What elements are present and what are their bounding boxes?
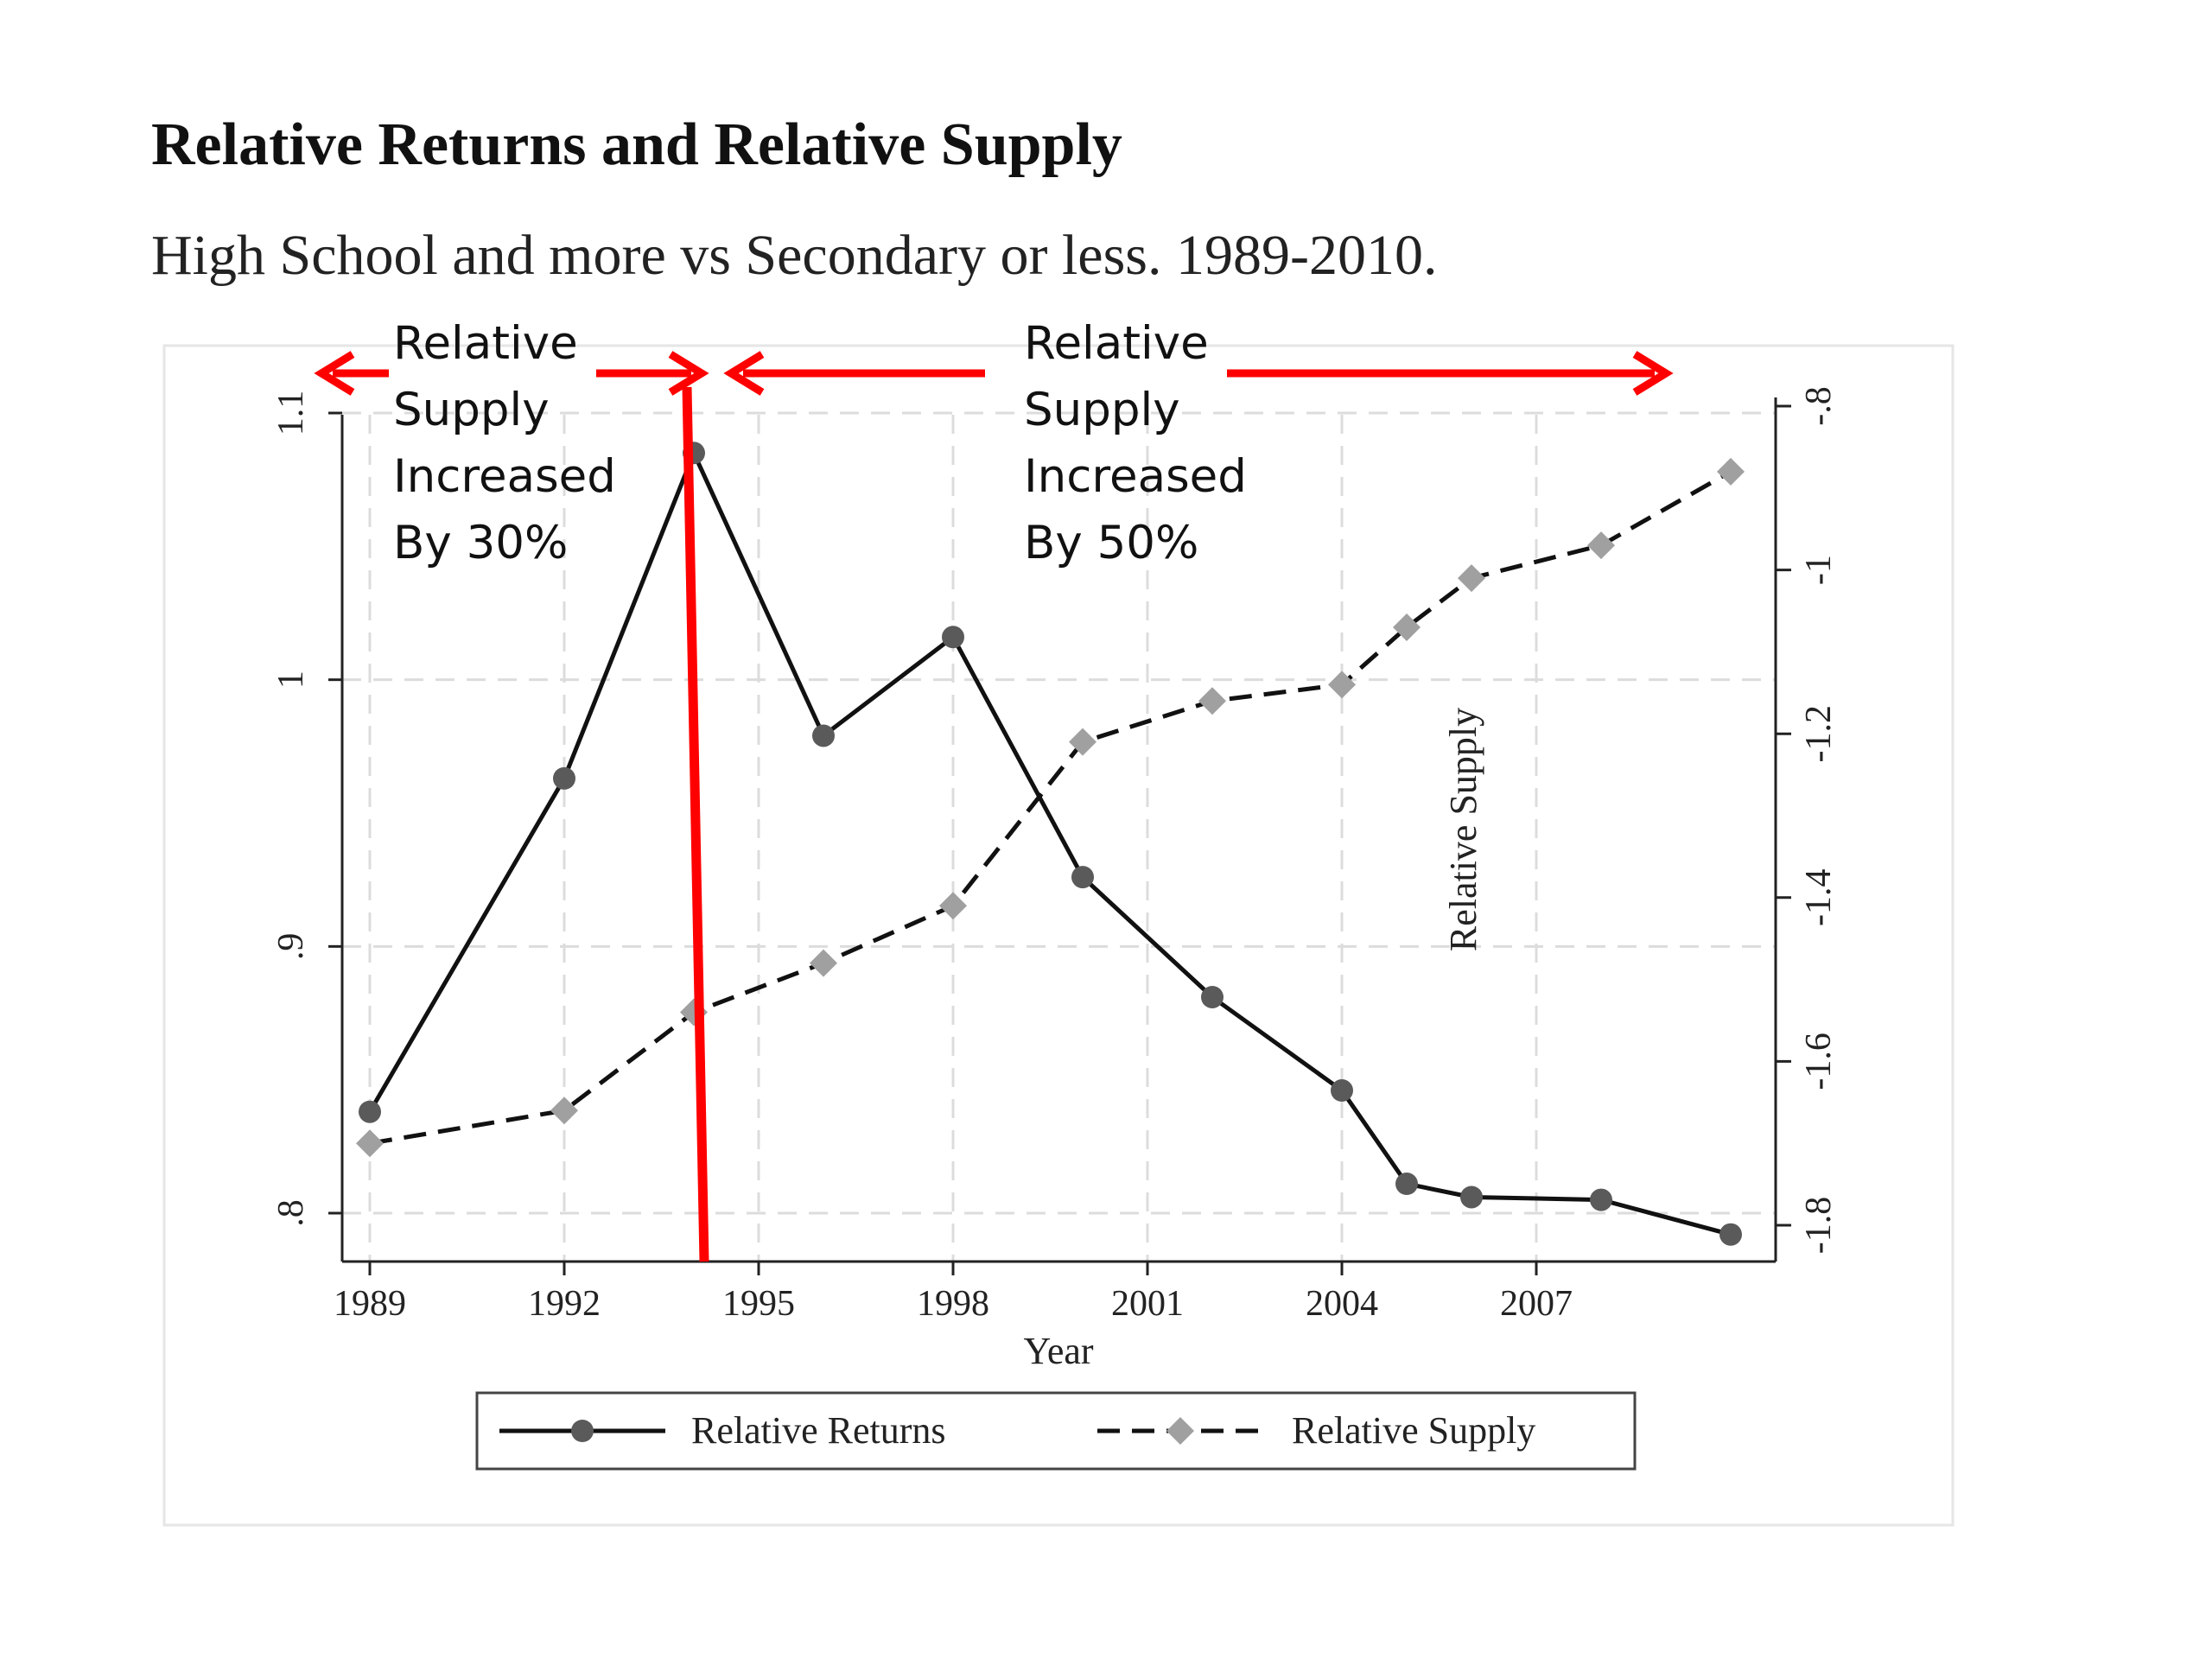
arrowhead-right-2 bbox=[1632, 351, 1674, 396]
x-axis-title: Year bbox=[1023, 1330, 1093, 1372]
annotation-arrows bbox=[314, 351, 1674, 1262]
relative-returns-point bbox=[553, 766, 575, 790]
tick-marks bbox=[328, 404, 1791, 1275]
annotation-right-line-3: Increased bbox=[1024, 450, 1247, 503]
annotation-left-line-1: Relative bbox=[393, 317, 578, 370]
relative-returns-point bbox=[942, 626, 964, 649]
relative-supply-point bbox=[1587, 531, 1615, 560]
y-tick-label-right: -1.4 bbox=[1799, 869, 1839, 927]
y-tick-label-right: -1 bbox=[1799, 555, 1839, 585]
y-tick-label-right: -1.6 bbox=[1799, 1033, 1839, 1090]
annotation-left-line-2: Supply bbox=[393, 384, 550, 436]
grid bbox=[342, 411, 1776, 1262]
arrowhead-left-2 bbox=[723, 351, 765, 396]
y-tick-label-right: -.8 bbox=[1799, 386, 1839, 426]
relative-supply-point bbox=[356, 1129, 384, 1158]
legend-supply-marker bbox=[1166, 1417, 1194, 1445]
annotation-right-line-1: Relative bbox=[1024, 317, 1209, 370]
divider-line bbox=[682, 386, 709, 1262]
chart-title: Relative Returns and Relative Supply bbox=[151, 111, 1122, 178]
relative-returns-point bbox=[359, 1100, 381, 1123]
relative-returns-point bbox=[1590, 1188, 1612, 1211]
x-tick-label: 2007 bbox=[1500, 1284, 1573, 1324]
relative-supply-point bbox=[1393, 613, 1421, 641]
annotation-right: Relative Supply Increased By 50% bbox=[1024, 317, 1247, 569]
legend-returns-marker bbox=[571, 1420, 594, 1442]
x-tick-label: 2004 bbox=[1306, 1284, 1378, 1324]
relative-returns-point bbox=[1071, 866, 1094, 889]
legend-box bbox=[475, 1391, 1637, 1471]
relative-returns-point bbox=[812, 724, 835, 747]
relative-returns-point bbox=[1395, 1173, 1418, 1196]
relative-supply-point bbox=[1069, 728, 1096, 756]
y-tick-label-left: .9 bbox=[271, 933, 311, 961]
legend-supply-label: Relative Supply bbox=[1292, 1409, 1535, 1452]
relative-returns-point bbox=[1719, 1223, 1742, 1246]
x-tick-label: 1992 bbox=[528, 1284, 601, 1324]
relative-supply-point bbox=[1328, 671, 1356, 699]
y-tick-label-right: -1.2 bbox=[1799, 705, 1839, 763]
relative-supply-point bbox=[939, 892, 967, 920]
annotation-left: Relative Supply Increased By 30% bbox=[393, 317, 616, 569]
series-layer bbox=[356, 442, 1745, 1246]
y-tick-label-left: 1 bbox=[271, 671, 311, 689]
x-tick-label: 2001 bbox=[1111, 1284, 1184, 1324]
legend: Relative Returns Relative Supply bbox=[475, 1391, 1637, 1471]
annotation-left-line-4: By 30% bbox=[393, 517, 568, 569]
y2-axis-title: Relative Supply bbox=[1442, 708, 1484, 951]
x-tick-label: 1995 bbox=[722, 1284, 795, 1324]
annotation-right-line-2: Supply bbox=[1024, 384, 1180, 436]
arrowhead-right-1 bbox=[668, 351, 709, 396]
y-tick-label-right: -1.8 bbox=[1799, 1197, 1839, 1255]
chart-subtitle: High School and more vs Secondary or les… bbox=[151, 224, 1438, 287]
relative-returns-point bbox=[1331, 1079, 1353, 1103]
relative-supply-point bbox=[1458, 564, 1485, 593]
legend-returns-label: Relative Returns bbox=[691, 1409, 946, 1452]
arrowhead-left-1 bbox=[314, 351, 355, 396]
annotation-right-line-4: By 50% bbox=[1024, 517, 1198, 569]
chart-frame bbox=[162, 344, 1955, 1527]
x-tick-label: 1989 bbox=[334, 1284, 406, 1324]
relative-returns-point bbox=[1460, 1185, 1483, 1209]
annotation-left-line-3: Increased bbox=[393, 450, 616, 503]
y-tick-label-left: 1.1 bbox=[271, 391, 311, 436]
x-tick-label: 1998 bbox=[917, 1284, 989, 1324]
relative-supply-point bbox=[1717, 457, 1745, 486]
relative-supply-point bbox=[1198, 687, 1226, 715]
y-tick-label-left: .8 bbox=[271, 1199, 311, 1227]
series-relative-returns-line bbox=[367, 447, 1732, 1237]
relative-returns-point bbox=[1201, 985, 1224, 1008]
tick-labels: 1989 1992 1995 1998 2001 2004 2007 .8 .9 1 1.1 -.8 -… bbox=[271, 386, 1839, 1324]
relative-supply-point bbox=[550, 1096, 578, 1125]
relative-supply-point bbox=[810, 949, 837, 977]
series-relative-supply-line bbox=[369, 469, 1732, 1146]
